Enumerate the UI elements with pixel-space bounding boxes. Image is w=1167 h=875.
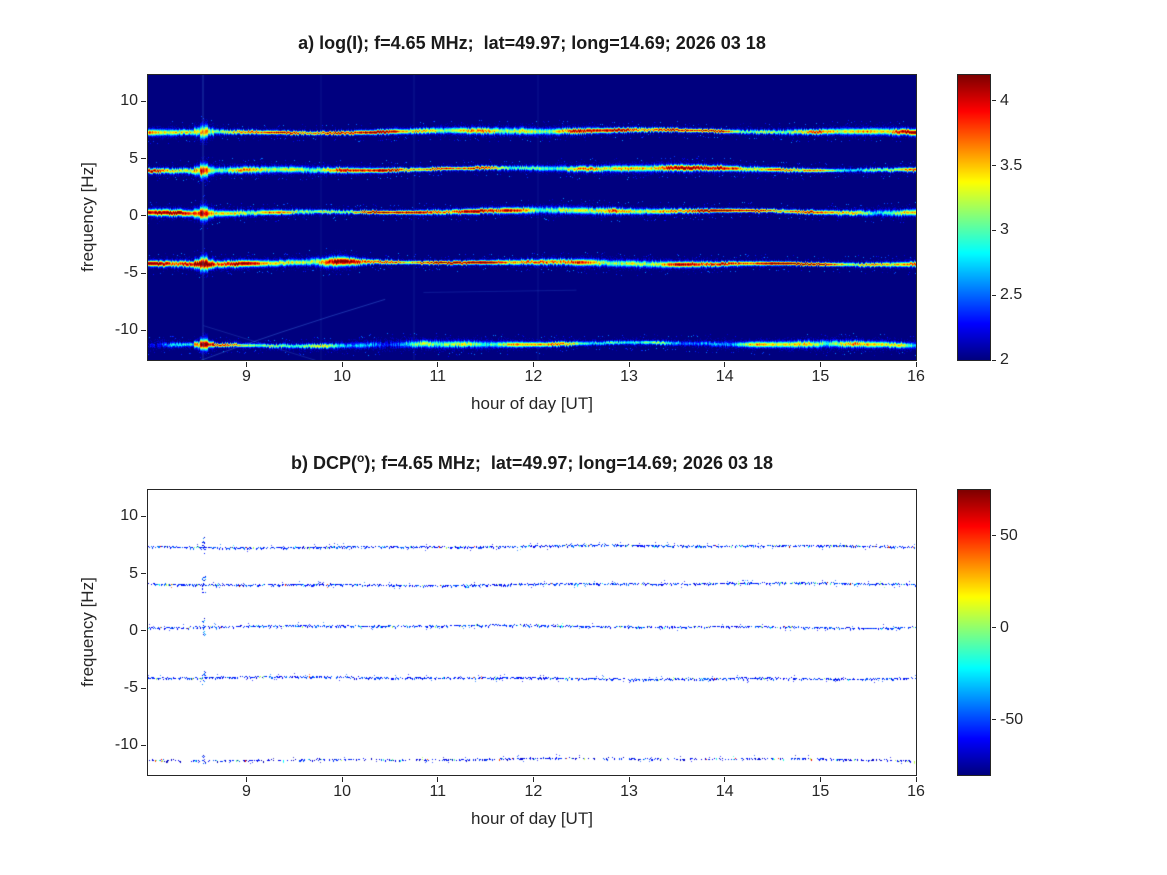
x-tick-label: 11 [429,368,447,385]
x-tick-label: 14 [715,368,734,385]
x-tick-label: 15 [811,368,830,385]
y-tick-label: 10 [120,507,138,525]
x-tick-mark [532,777,534,782]
y-tick-label: 10 [120,92,138,110]
x-tick-label: 10 [333,368,352,385]
colorbar-tick-mark [992,100,996,102]
x-tick-mark [437,777,439,782]
panel-b-title-prefix: b) DCP( [290,453,357,473]
colorbar-tick-mark [992,535,996,537]
y-tick-label: -10 [114,736,138,754]
panel-a-spectrogram [147,74,917,361]
colorbar-tick-label: 2 [1000,351,1009,368]
colorbar-tick-mark [992,719,996,721]
colorbar-tick-mark [992,165,996,167]
x-tick-label: 12 [524,783,543,800]
colorbar-tick-label: 4 [1000,91,1009,109]
x-tick-label: 9 [242,368,251,385]
y-tick-mark [141,272,146,274]
x-tick-label: 9 [242,783,251,800]
colorbar-tick-label: 0 [1000,618,1009,636]
colorbar-tick-label: 3 [1000,221,1009,239]
x-tick-mark [724,777,726,782]
x-tick-label: 14 [715,783,734,800]
x-tick-label: 16 [907,783,925,800]
y-tick-mark [141,158,146,160]
x-tick-mark [246,362,247,367]
y-tick-label: 0 [129,621,138,639]
y-tick-mark [141,630,146,632]
colorbar-tick-label: -50 [1000,710,1024,728]
x-tick-mark [341,362,343,367]
colorbar-tick-label: 3.5 [1000,156,1023,174]
x-tick-label: 13 [620,783,638,800]
colorbar-tick-mark [992,359,996,361]
x-tick-mark [341,777,343,782]
x-tick-mark [819,362,821,367]
y-tick-label: 0 [129,206,138,224]
x-tick-mark [246,777,247,782]
x-tick-mark [724,362,726,367]
y-tick-label: -10 [114,321,138,339]
y-tick-label: -5 [123,679,138,696]
panel-b-title-superscript: o [356,451,365,465]
x-tick-label: 15 [811,783,830,800]
y-tick-label: 5 [129,564,138,582]
x-tick-mark [819,777,821,782]
colorbar-tick-label: 50 [1000,526,1018,544]
panel-a-title: a) log(I); f=4.65 MHz; lat=49.97; long=1… [298,33,766,53]
panel-b-title-suffix: ); f=4.65 MHz; lat=49.97; long=14.69; 20… [364,453,774,473]
y-tick-mark [141,215,146,217]
x-tick-label: 13 [620,368,638,385]
x-tick-label: 11 [429,783,447,800]
colorbar-tick-mark [992,229,996,231]
y-tick-label: -5 [123,264,138,281]
panel-b-colorbar [957,489,991,776]
panel-b-xlabel: hour of day [UT] [471,809,593,828]
x-tick-mark [437,362,439,367]
panel-a-xlabel: hour of day [UT] [471,394,593,413]
y-tick-mark [141,573,146,575]
x-tick-mark [915,777,917,782]
x-tick-mark [628,777,630,782]
x-tick-mark [628,362,630,367]
x-tick-label: 16 [907,368,925,385]
x-tick-label: 10 [333,783,352,800]
colorbar-tick-mark [992,627,996,629]
colorbar-tick-mark [992,294,996,296]
y-tick-mark [141,687,146,689]
y-tick-mark [141,744,146,746]
panel-a-colorbar [957,74,991,361]
colorbar-tick-label: 2.5 [1000,286,1023,304]
x-tick-label: 12 [524,368,543,385]
y-tick-mark [141,329,146,331]
x-tick-mark [915,362,917,367]
y-tick-mark [141,100,146,102]
panel-b-title: b) DCP(o); f=4.65 MHz; lat=49.97; long=1… [148,445,916,473]
x-tick-mark [532,362,534,367]
panel-b-spectrogram [147,489,917,776]
y-tick-label: 5 [129,149,138,167]
y-tick-mark [141,515,146,517]
